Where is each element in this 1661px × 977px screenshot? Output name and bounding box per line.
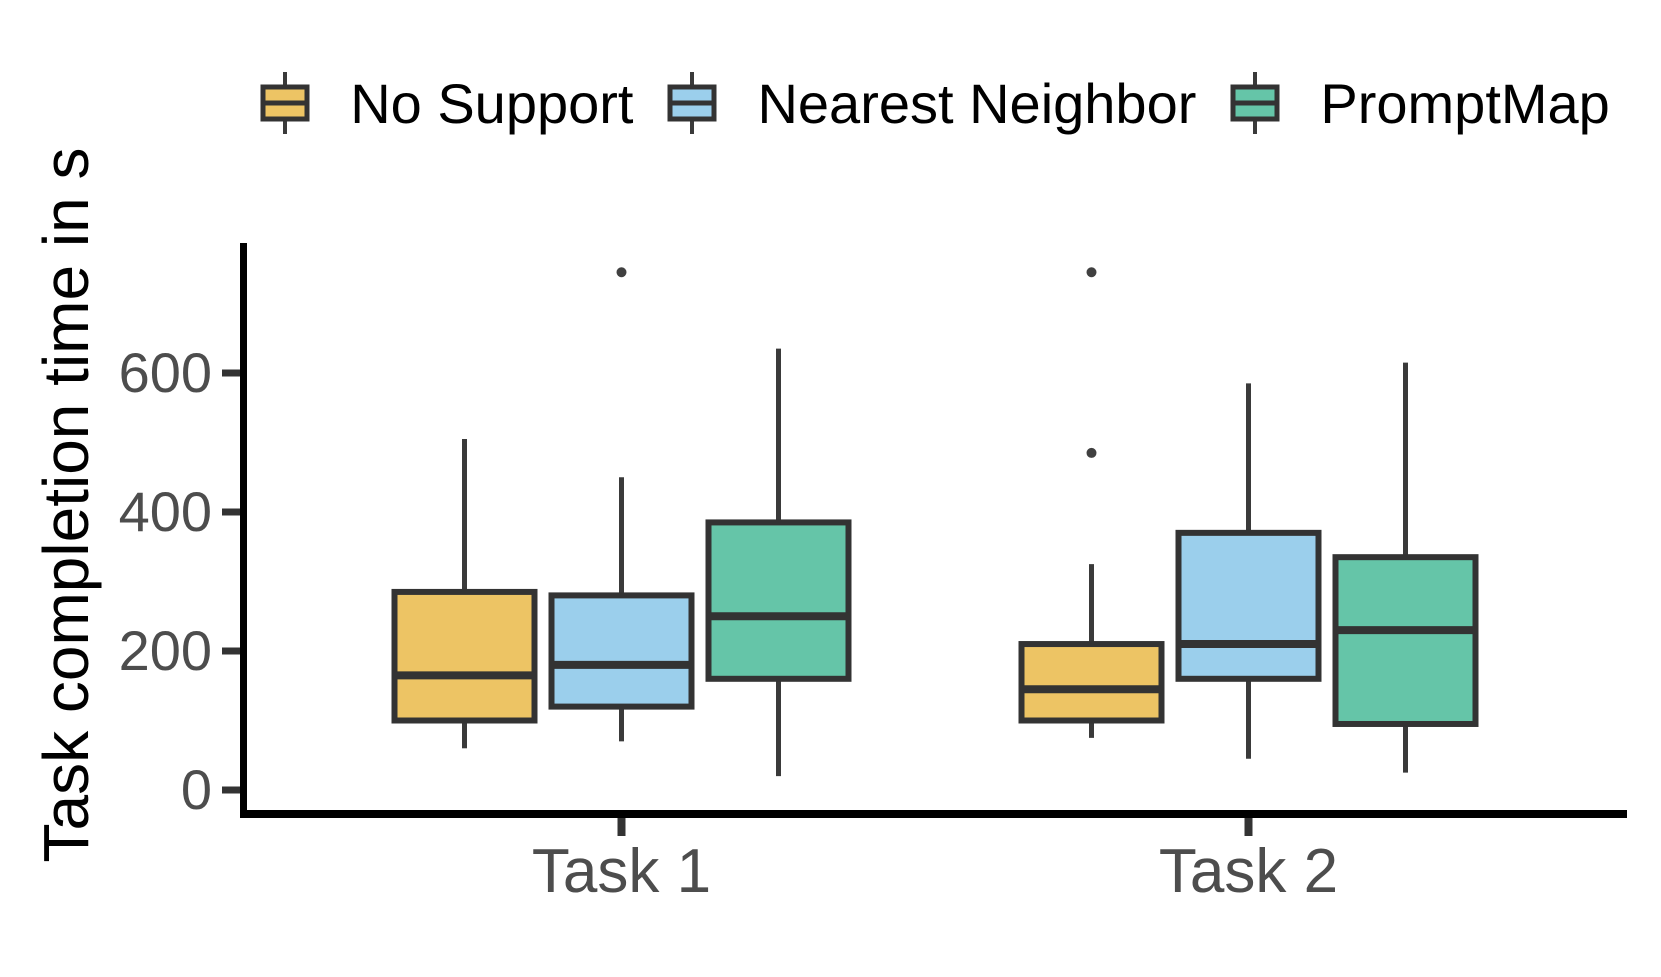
box	[391, 588, 538, 724]
y-tick-label: 0	[181, 758, 212, 821]
box	[548, 592, 695, 710]
legend-item: Nearest Neighbor	[667, 71, 1196, 136]
legend-item: PromptMap	[1230, 71, 1610, 136]
legend-key-boxplot-icon	[1230, 72, 1280, 134]
y-tick-mark	[222, 647, 240, 655]
outlier-point	[1086, 267, 1097, 278]
y-tick-label: 400	[119, 480, 212, 543]
outlier-point	[616, 267, 627, 278]
y-tick-label: 600	[119, 341, 212, 404]
legend-item: No Support	[260, 71, 633, 136]
box	[1018, 641, 1165, 724]
box	[705, 519, 852, 682]
x-category-label: Task 2	[1159, 837, 1338, 906]
legend-label: No Support	[350, 71, 634, 135]
x-tick-mark	[1244, 818, 1253, 836]
x-axis-line	[240, 810, 1627, 818]
outlier-point	[1086, 447, 1097, 458]
y-axis-line	[240, 243, 247, 818]
box	[1332, 554, 1479, 727]
x-tick-mark	[617, 818, 626, 836]
y-tick-mark	[222, 508, 240, 516]
x-category-label: Task 1	[532, 837, 711, 906]
y-tick-mark	[222, 369, 240, 377]
box	[1175, 529, 1322, 682]
legend-key-boxplot-icon	[260, 72, 310, 134]
legend-key-boxplot-icon	[667, 72, 717, 134]
legend: No Support Nearest Neighbor PromptMap	[243, 58, 1627, 148]
y-tick-mark	[222, 786, 240, 794]
legend-label: Nearest Neighbor	[757, 71, 1197, 135]
y-tick-label: 200	[119, 619, 212, 682]
legend-label: PromptMap	[1320, 71, 1610, 135]
